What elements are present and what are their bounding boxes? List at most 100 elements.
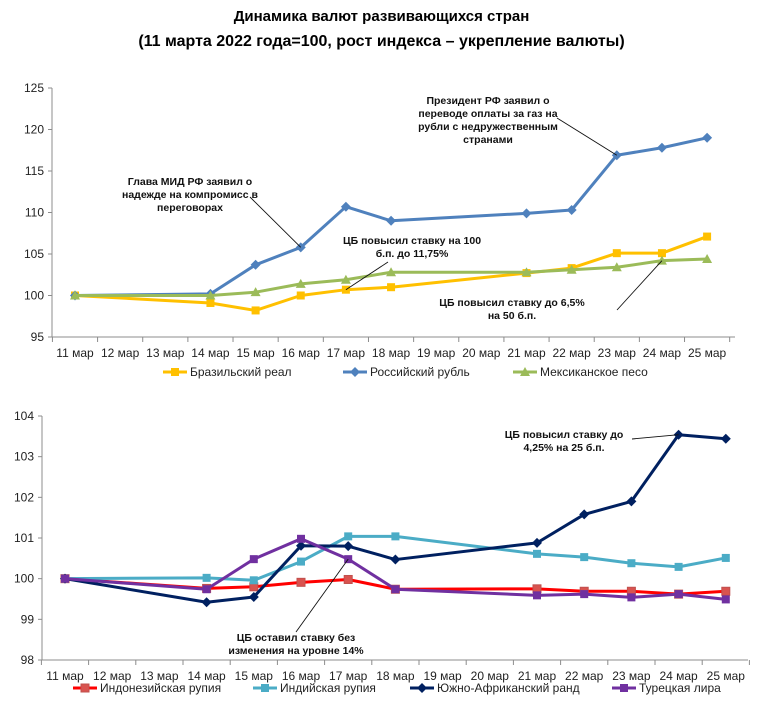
- annotation-text: на 50 б.п.: [488, 310, 536, 322]
- annotation-leader-line: [556, 117, 618, 156]
- x-tick-label: 21 мар: [507, 346, 546, 360]
- data-point: [202, 585, 211, 594]
- data-point: [702, 253, 713, 263]
- data-point: [202, 573, 211, 582]
- y-tick-label: 101: [14, 531, 34, 545]
- data-point: [566, 264, 577, 274]
- y-tick-label: 95: [31, 330, 45, 344]
- annotation-leader-line: [631, 434, 679, 440]
- annotation-leader-line: [295, 558, 349, 633]
- legend-label: Индийская рупия: [280, 681, 376, 695]
- y-tick-label: 99: [21, 612, 35, 626]
- data-point: [657, 249, 666, 258]
- y-tick-label: 115: [25, 164, 44, 178]
- legend-item-турецкая-лира: Турецкая лира: [612, 681, 721, 695]
- data-point: [340, 274, 351, 284]
- data-point: [250, 259, 261, 270]
- data-point: [521, 267, 532, 277]
- data-point: [343, 541, 354, 552]
- annotation-text: изменения на уровне 14%: [228, 645, 364, 657]
- legend-label: Индонезийская рупия: [100, 681, 221, 695]
- x-tick-label: 17 мар: [327, 346, 366, 360]
- data-point: [297, 534, 305, 543]
- data-point: [721, 553, 730, 562]
- y-tick-label: 110: [25, 206, 44, 220]
- data-point: [387, 283, 396, 292]
- x-tick-label: 14 мар: [187, 669, 226, 683]
- data-point: [391, 585, 400, 594]
- data-point: [627, 593, 636, 602]
- annotation-leader-line: [616, 260, 663, 311]
- data-point: [627, 559, 636, 568]
- data-point: [251, 306, 260, 315]
- legend-item-индонезийская-рупия: Индонезийская рупия: [73, 681, 221, 695]
- annotation-text: странами: [463, 134, 513, 146]
- annotation-text: б.п. до 11,75%: [376, 248, 449, 260]
- data-point: [611, 262, 622, 272]
- legend-swatch-marker: [620, 684, 628, 692]
- annotation-text: ЦБ повысил ставку на 100: [343, 235, 481, 247]
- x-tick-label: 24 мар: [643, 346, 682, 360]
- data-point: [391, 532, 400, 541]
- legend-swatch-marker: [417, 683, 427, 693]
- x-tick-label: 15 мар: [236, 346, 275, 360]
- x-tick-label: 25 мар: [688, 346, 727, 360]
- data-point: [521, 208, 532, 219]
- data-point: [612, 249, 621, 258]
- data-point: [566, 205, 577, 216]
- data-point: [61, 574, 69, 583]
- x-tick-label: 25 мар: [707, 669, 746, 683]
- x-tick-label: 13 мар: [140, 669, 179, 683]
- data-point: [386, 267, 397, 277]
- x-tick-label: 18 мар: [376, 669, 415, 683]
- data-point: [703, 232, 712, 241]
- x-tick-label: 24 мар: [659, 669, 698, 683]
- annotation-text: 4,25% на 25 б.п.: [523, 442, 604, 454]
- x-tick-label: 15 мар: [235, 669, 274, 683]
- x-tick-label: 17 мар: [329, 669, 368, 683]
- legend-label: Мексиканское песо: [540, 365, 648, 379]
- data-point: [674, 590, 683, 599]
- legend-label: Турецкая лира: [639, 681, 721, 695]
- annotation-text: надежде на компромисс в: [122, 189, 259, 201]
- legend-item-южно-африканский-ранд: Южно-Африканский ранд: [410, 681, 580, 695]
- x-tick-label: 14 мар: [191, 346, 230, 360]
- x-tick-label: 21 мар: [518, 669, 557, 683]
- x-tick-label: 22 мар: [565, 669, 604, 683]
- data-point: [721, 586, 731, 596]
- series-турецкая-лира: [61, 534, 730, 604]
- data-point: [656, 255, 667, 265]
- legend-swatch-marker: [261, 684, 269, 692]
- data-point: [720, 433, 731, 444]
- data-point: [626, 496, 637, 507]
- legend-item-мексиканское-песо: Мексиканское песо: [513, 365, 648, 379]
- chart-top-emerging-currencies: 95 100 105 110 115 120 125 11 мар 12 мар 13 мар 14…: [24, 81, 735, 379]
- legend-label: Бразильский реал: [190, 365, 292, 379]
- legend-swatch-marker: [80, 683, 90, 693]
- data-point: [297, 557, 305, 566]
- legend-swatch-marker: [171, 368, 179, 376]
- x-tick-label: 16 мар: [282, 669, 321, 683]
- x-tick-label: 19 мар: [423, 669, 462, 683]
- x-tick-label: 22 мар: [553, 346, 592, 360]
- x-tick-label: 12 мар: [93, 669, 132, 683]
- x-tick-label: 18 мар: [372, 346, 411, 360]
- y-tick-label: 125: [24, 81, 44, 95]
- data-point: [344, 532, 353, 541]
- legend-item-индийская-рупия: Индийская рупия: [253, 681, 376, 695]
- annotation-text: рубли с недружественным: [418, 121, 558, 133]
- data-point: [248, 591, 259, 602]
- data-point: [390, 554, 401, 565]
- annotation-text: переводе оплаты за газ на: [418, 108, 557, 120]
- data-point: [533, 591, 541, 600]
- data-point: [580, 590, 589, 599]
- x-tick-label: 20 мар: [462, 346, 501, 360]
- x-tick-label: 11 мар: [46, 669, 84, 683]
- data-point: [295, 278, 306, 288]
- x-tick-label: 20 мар: [471, 669, 510, 683]
- y-tick-label: 104: [14, 409, 34, 423]
- data-point: [296, 577, 306, 587]
- data-point: [580, 553, 589, 562]
- y-tick-label: 98: [21, 653, 35, 667]
